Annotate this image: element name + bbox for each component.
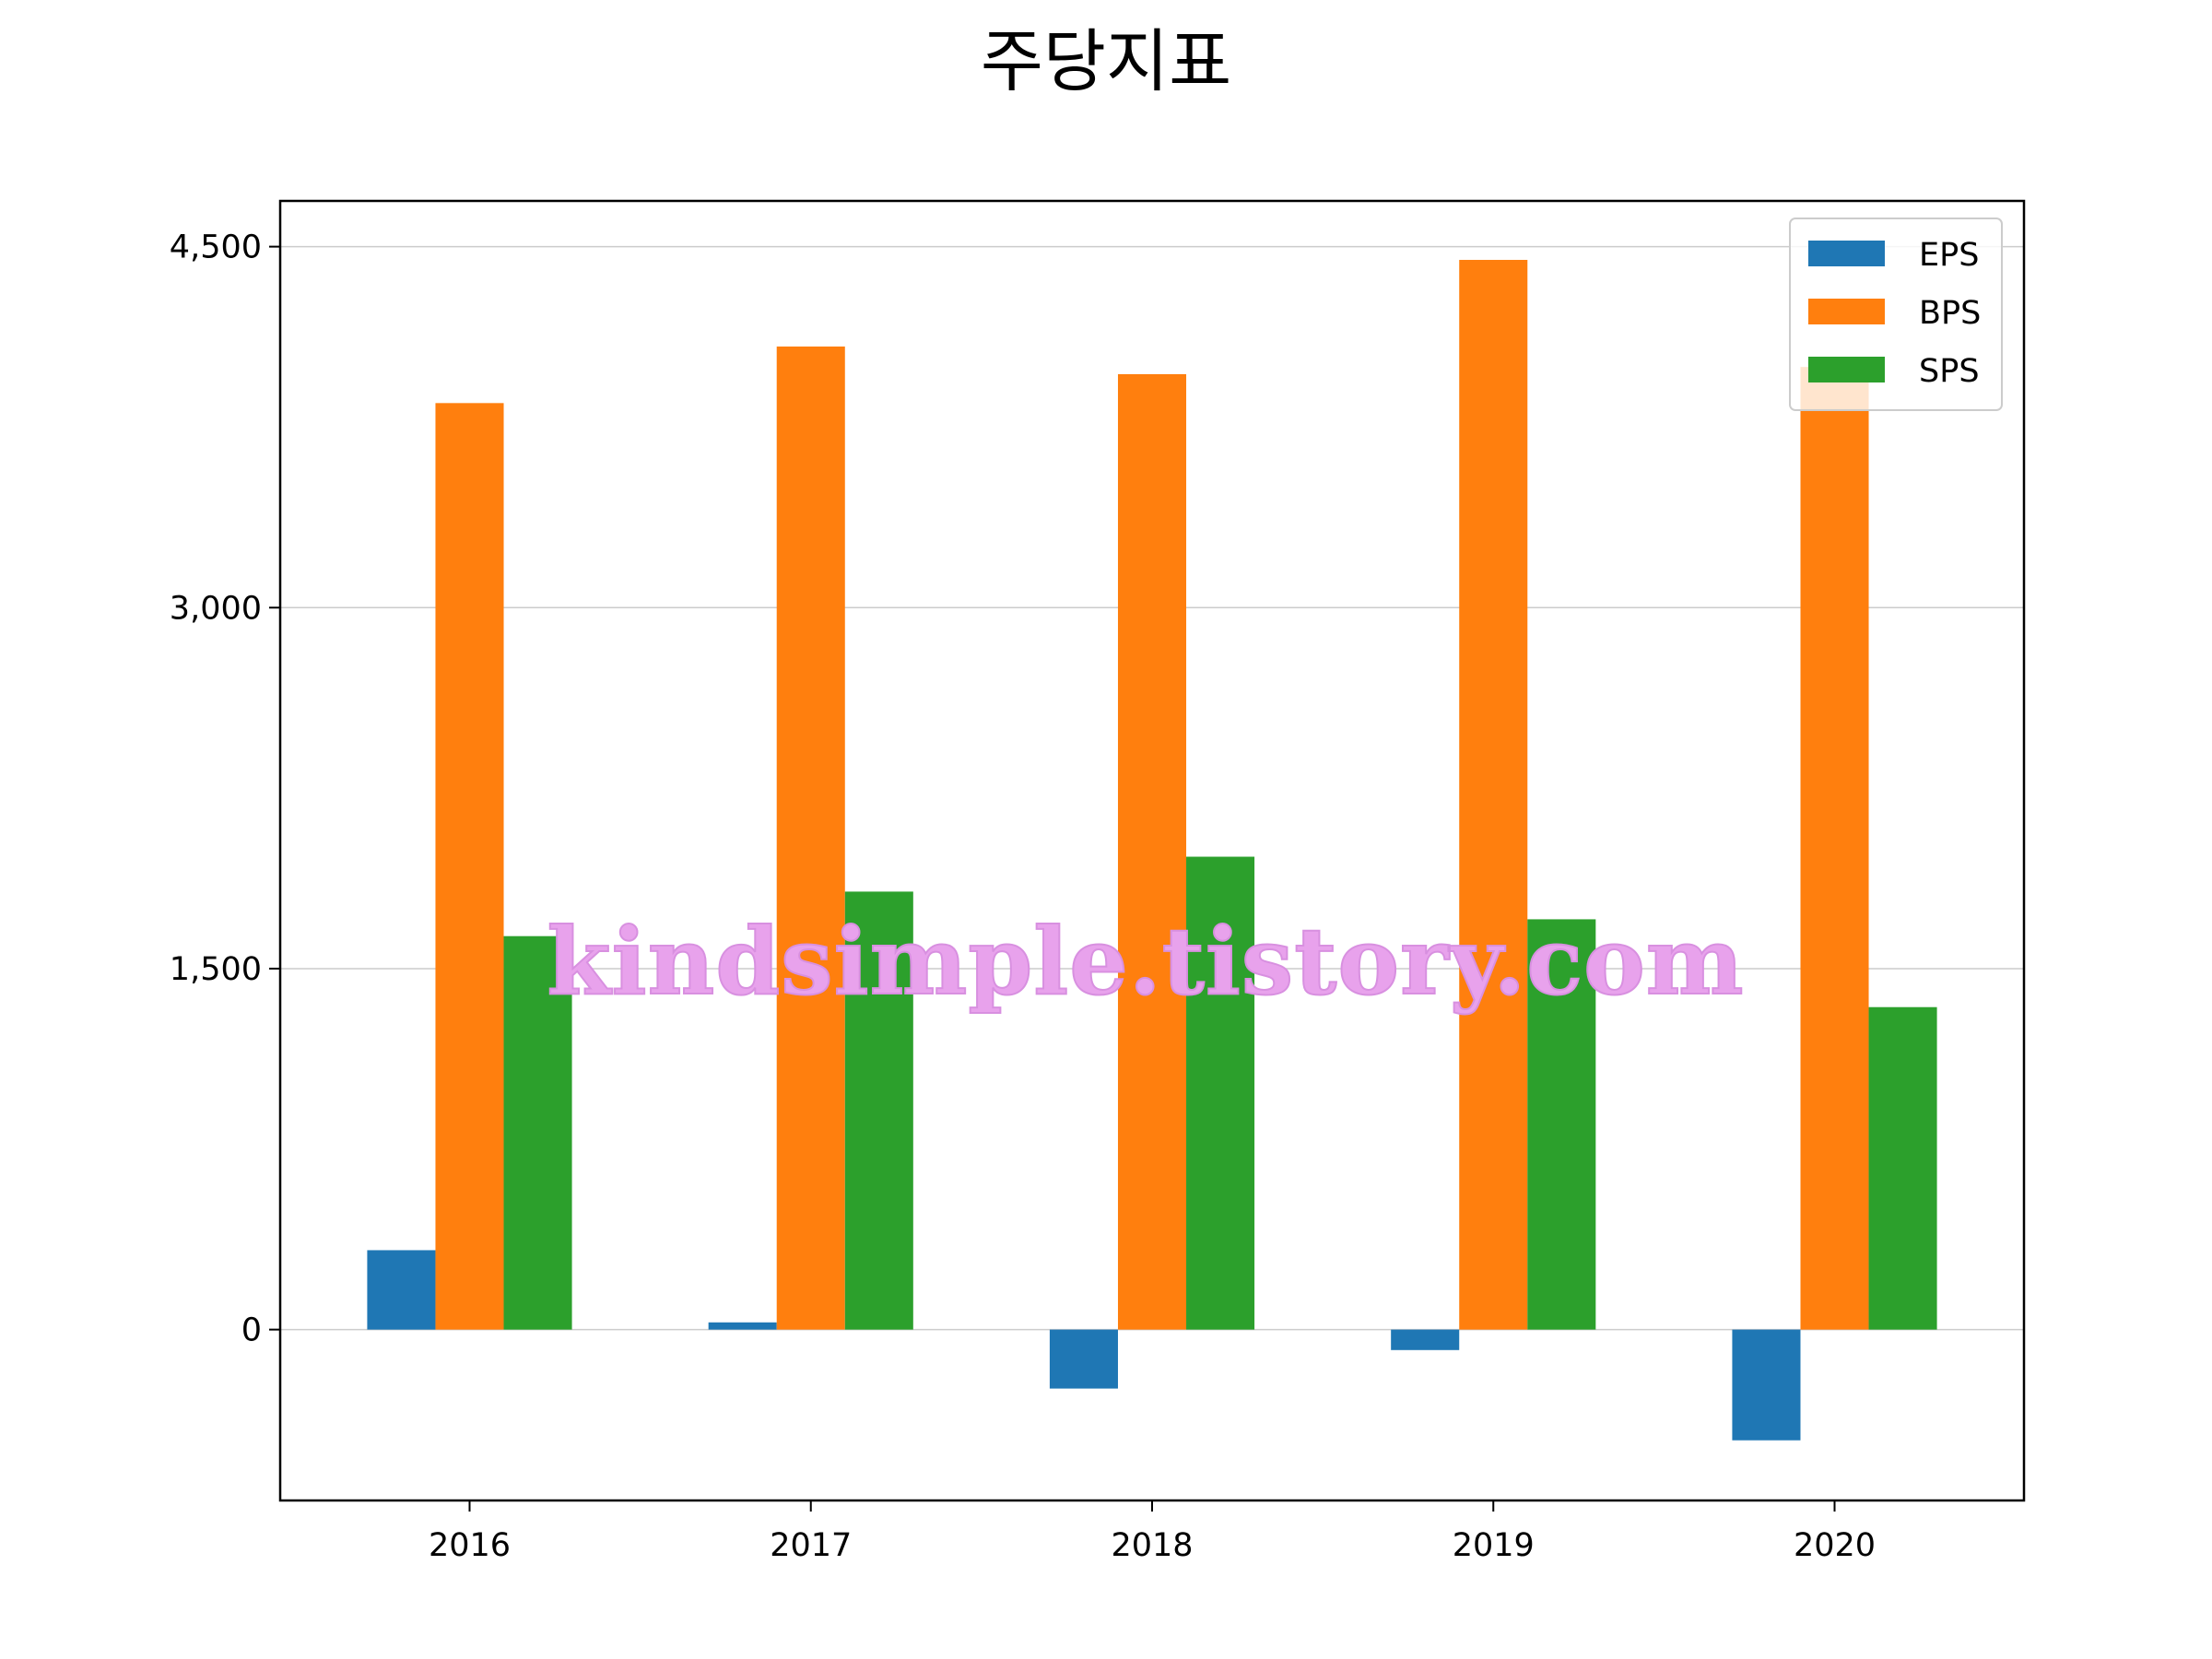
bar-bps-2019	[1459, 259, 1528, 1330]
legend-swatch-sps	[1808, 357, 1885, 382]
x-tick-label: 2017	[770, 1527, 852, 1564]
legend-label-sps: SPS	[1919, 353, 1980, 390]
y-tick-label: 4,500	[170, 229, 262, 266]
x-tick-label: 2020	[1794, 1527, 1876, 1564]
x-tick-label: 2018	[1111, 1527, 1193, 1564]
bar-sps-2018	[1186, 856, 1255, 1330]
bar-eps-2020	[1732, 1329, 1801, 1441]
x-tick-label: 2016	[429, 1527, 511, 1564]
bar-eps-2019	[1391, 1329, 1460, 1350]
legend: EPS BPS SPS	[1789, 218, 2003, 411]
bar-bps-2017	[776, 346, 845, 1330]
watermark: kindsimple.tistory.com	[547, 907, 1744, 1016]
bars	[367, 259, 1937, 1441]
chart-title: 주당지표	[981, 22, 1231, 101]
x-tick-label: 2019	[1453, 1527, 1535, 1564]
legend-label-eps: EPS	[1919, 237, 1979, 274]
bar-bps-2020	[1800, 367, 1869, 1330]
legend-label-bps: BPS	[1919, 295, 1981, 332]
bar-sps-2016	[503, 935, 572, 1330]
bar-sps-2019	[1527, 919, 1596, 1330]
bar-eps-2018	[1049, 1329, 1118, 1389]
y-tick-label: 3,000	[170, 590, 262, 627]
bar-sps-2017	[844, 891, 913, 1330]
bar-eps-2017	[708, 1322, 777, 1330]
legend-swatch-eps	[1808, 241, 1885, 266]
bar-sps-2020	[1868, 1006, 1937, 1330]
y-tick-label: 1,500	[170, 951, 262, 988]
tick-labels: 0 1,500 3,000 4,500 2016 2017 2018 2019 2020	[170, 229, 1876, 1564]
bar-eps-2016	[367, 1250, 436, 1330]
bar-bps-2018	[1117, 374, 1187, 1330]
legend-swatch-bps	[1808, 299, 1885, 324]
bar-bps-2016	[435, 403, 504, 1330]
y-tick-label: 0	[241, 1312, 262, 1349]
